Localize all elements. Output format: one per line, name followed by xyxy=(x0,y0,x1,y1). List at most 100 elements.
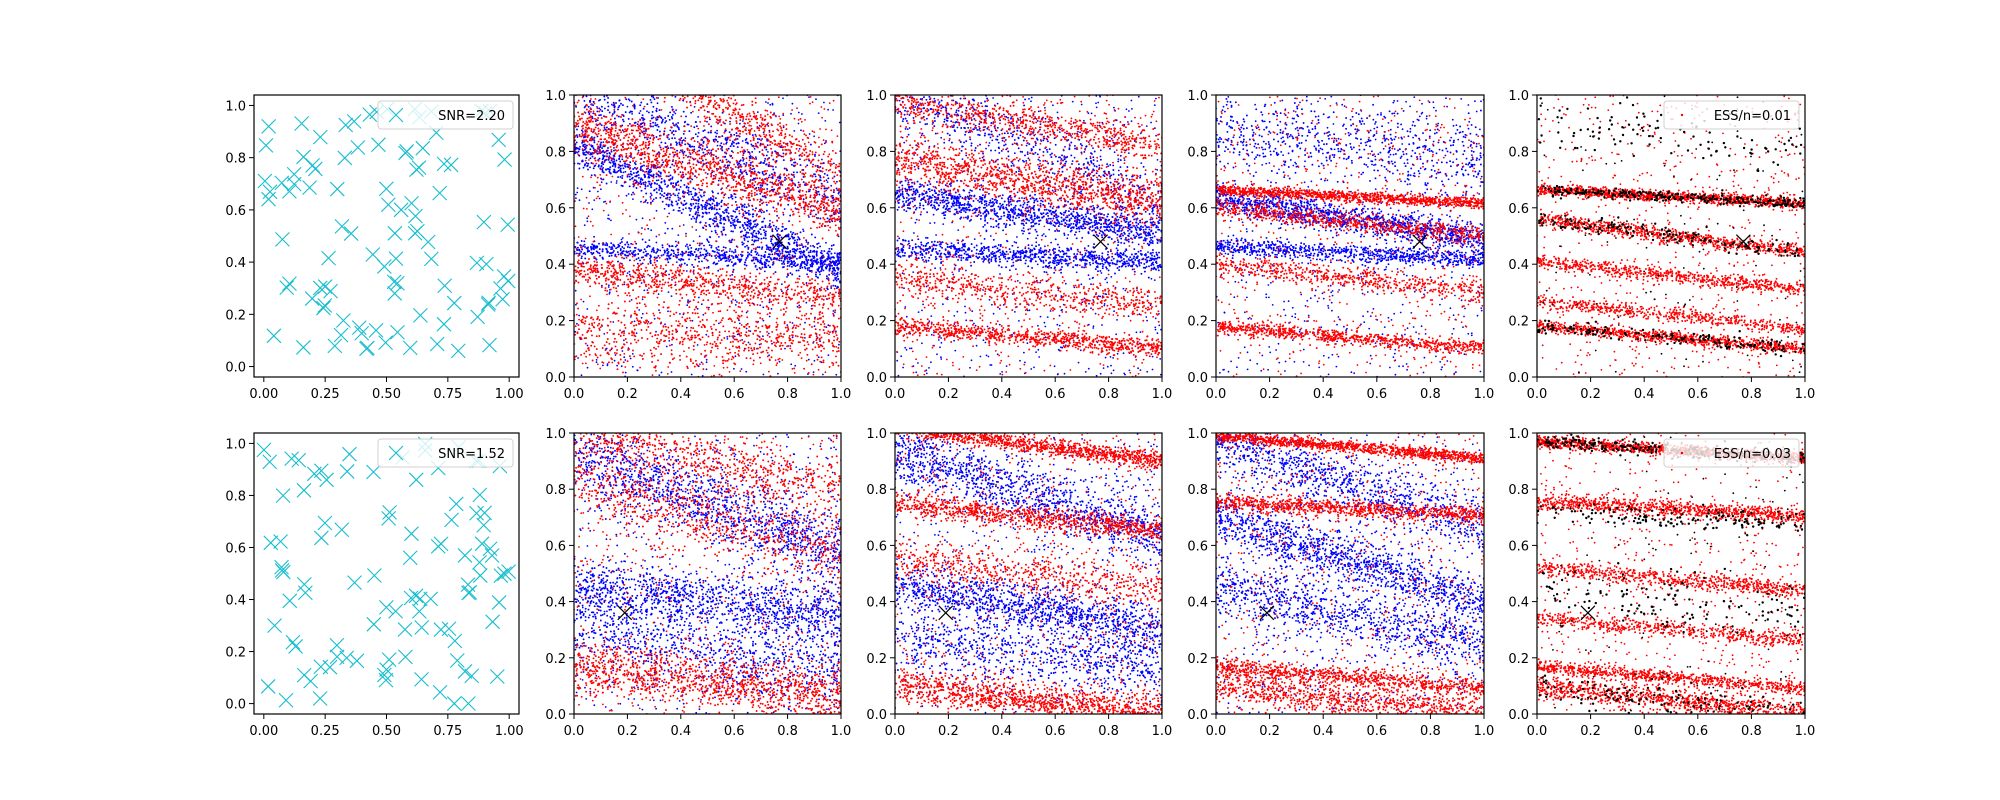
point xyxy=(823,263,826,266)
point xyxy=(597,123,600,126)
point xyxy=(631,138,634,141)
point xyxy=(639,259,641,262)
point xyxy=(584,153,587,156)
point xyxy=(801,314,803,317)
point xyxy=(591,208,594,211)
point xyxy=(676,254,679,257)
point xyxy=(702,212,705,215)
point xyxy=(634,121,637,124)
point xyxy=(599,367,602,370)
point xyxy=(586,127,589,130)
point xyxy=(834,285,837,287)
point xyxy=(748,199,750,202)
point xyxy=(647,252,650,255)
point xyxy=(743,149,745,152)
point xyxy=(760,179,763,182)
point xyxy=(751,233,754,236)
point xyxy=(613,158,616,161)
point xyxy=(831,298,834,301)
point xyxy=(777,183,780,185)
point xyxy=(682,153,685,156)
point xyxy=(833,315,835,317)
point xyxy=(806,243,809,246)
point xyxy=(690,111,693,114)
point xyxy=(766,187,769,190)
point xyxy=(762,373,765,376)
point xyxy=(669,129,672,132)
point xyxy=(586,217,589,220)
point xyxy=(725,179,728,182)
point xyxy=(736,208,738,211)
point xyxy=(796,171,799,174)
point xyxy=(731,215,734,218)
point xyxy=(720,302,723,305)
point xyxy=(650,186,653,189)
point xyxy=(614,163,617,166)
point xyxy=(672,122,674,125)
point xyxy=(690,193,693,196)
point xyxy=(669,166,672,169)
point xyxy=(605,202,608,205)
point xyxy=(805,190,808,193)
point xyxy=(701,165,704,168)
point xyxy=(759,203,762,206)
point xyxy=(718,255,721,258)
point xyxy=(627,193,630,195)
point xyxy=(697,211,700,214)
point xyxy=(689,172,691,175)
point xyxy=(640,116,643,119)
point xyxy=(736,333,739,336)
point xyxy=(653,189,656,191)
point xyxy=(697,247,700,250)
point xyxy=(832,99,835,102)
point xyxy=(674,245,677,248)
point xyxy=(581,130,584,133)
sample-marker xyxy=(387,225,403,241)
point xyxy=(598,197,601,200)
point xyxy=(717,255,719,258)
point xyxy=(578,248,581,251)
point xyxy=(695,221,698,223)
point xyxy=(766,256,769,259)
point xyxy=(670,371,673,373)
point xyxy=(607,167,610,170)
point xyxy=(733,239,736,241)
point xyxy=(763,270,766,273)
point xyxy=(679,253,682,256)
point xyxy=(688,151,691,154)
point xyxy=(704,279,706,282)
point xyxy=(700,204,703,207)
point xyxy=(778,255,781,258)
point xyxy=(694,151,697,154)
point xyxy=(766,276,769,279)
point xyxy=(594,126,597,129)
point xyxy=(679,144,682,147)
point xyxy=(757,186,760,189)
point xyxy=(757,171,760,174)
point xyxy=(737,142,740,144)
point xyxy=(658,189,661,191)
point xyxy=(752,258,755,261)
point xyxy=(711,207,714,210)
point xyxy=(802,194,805,197)
sample-marker xyxy=(380,197,396,213)
point xyxy=(694,248,697,251)
point xyxy=(586,308,589,310)
point xyxy=(780,198,783,201)
point xyxy=(610,233,612,236)
point xyxy=(734,224,737,227)
point xyxy=(733,262,736,265)
point xyxy=(710,131,712,134)
point xyxy=(639,366,641,369)
x-tick-label: 0.50 xyxy=(372,387,401,402)
point xyxy=(768,253,771,256)
point xyxy=(736,137,739,140)
point xyxy=(791,224,794,226)
point xyxy=(700,143,703,146)
point xyxy=(613,133,616,136)
sample-marker xyxy=(404,195,419,211)
point xyxy=(635,174,638,177)
point xyxy=(829,215,832,218)
point xyxy=(574,225,577,228)
point xyxy=(700,247,703,250)
